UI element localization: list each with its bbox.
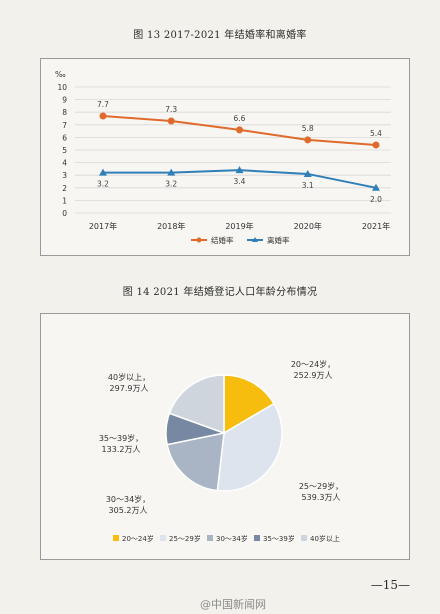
legend-swatch	[254, 535, 260, 541]
legend-swatch	[301, 535, 307, 541]
y-tick-label: 3	[62, 171, 67, 180]
figure13-title: 图 13 2017-2021 年结婚率和离婚率	[133, 30, 307, 41]
legend-label-2: 25～29岁	[169, 534, 201, 543]
data-label: 3.2	[165, 180, 177, 189]
data-label: 6.6	[234, 114, 246, 123]
slice-label: 252.9万人	[294, 371, 333, 380]
data-label: 3.4	[234, 177, 246, 186]
pie-slice-5	[168, 374, 225, 435]
data-point	[372, 141, 380, 149]
data-point	[235, 166, 244, 174]
data-label: 7.7	[97, 100, 109, 109]
figure14-title: 图 14 2021 年结婚登记人口年龄分布情况	[122, 287, 318, 298]
legend-swatch	[207, 535, 213, 541]
legend-swatch	[113, 535, 119, 541]
data-point	[372, 183, 380, 191]
legend-swatch	[160, 535, 166, 541]
data-point	[167, 117, 175, 125]
data-label: 5.8	[302, 124, 314, 133]
y-tick-label: 9	[62, 96, 67, 105]
data-point	[167, 168, 176, 176]
data-label: 3.1	[302, 181, 314, 190]
legend-label-1: 20～24岁	[122, 534, 154, 543]
pie-slice-3	[166, 432, 225, 492]
slice-label: 30～34岁，	[106, 494, 150, 504]
slice-label: 133.2万人	[102, 445, 141, 454]
line-chart: ‰ 0 1 2 3 4 5 6 7 8 9 10 2017年 2018年 2019年 2020年 2021年 7.…	[55, 70, 391, 245]
slice-label: 40岁以上，	[108, 372, 150, 382]
x-tick-label: 2018年	[157, 221, 185, 231]
legend-label-1: 结婚率	[211, 235, 234, 245]
watermark: @中国新闻网	[200, 598, 266, 611]
line-chart-panel: ‰ 0 1 2 3 4 5 6 7 8 9 10 2017年 2018年 2019年 2020年 2021年 7.…	[40, 58, 410, 256]
legend-marker	[252, 237, 258, 242]
legend-marker	[196, 237, 202, 243]
y-tick-label: 10	[57, 83, 67, 92]
data-point	[236, 126, 243, 134]
data-label: 3.2	[97, 180, 109, 189]
legend-label-3: 30～34岁	[216, 534, 248, 543]
page-number: —15—	[370, 578, 410, 592]
data-label: 2.0	[370, 195, 382, 204]
x-tick-label: 2021年	[362, 221, 390, 231]
data-point	[303, 169, 312, 177]
y-tick-label: 1	[62, 196, 67, 205]
x-tick-label: 2017年	[89, 221, 117, 231]
data-label: 7.3	[165, 105, 177, 114]
slice-label: 305.2万人	[109, 506, 148, 515]
x-tick-label: 2020年	[294, 221, 322, 231]
legend-label-5: 40岁以上	[310, 534, 340, 543]
x-tick-label: 2019年	[225, 221, 253, 231]
slice-label: 25～29岁，	[299, 481, 343, 491]
pie-slice-1	[223, 374, 276, 435]
slice-label: 539.3万人	[302, 493, 341, 502]
data-point	[99, 112, 107, 120]
legend-label-4: 35～39岁	[263, 534, 295, 543]
y-tick-label: 6	[62, 133, 67, 142]
y-tick-label: 8	[62, 108, 67, 117]
y-tick-label: 2	[62, 184, 67, 193]
pie-slice-2	[216, 402, 283, 492]
pie-chart-panel: 20～24岁， 252.9万人 25～29岁， 539.3万人 30～34岁， 305.2…	[40, 313, 410, 560]
pie-chart: 20～24岁， 252.9万人 25～29岁， 539.3万人 30～34岁， 305.2…	[99, 359, 343, 543]
slice-label: 297.9万人	[110, 384, 149, 393]
y-unit-label: ‰	[55, 70, 66, 79]
data-point	[99, 168, 107, 176]
data-label: 5.4	[370, 129, 382, 138]
y-tick-label: 5	[62, 146, 67, 155]
y-tick-label: 0	[62, 209, 67, 218]
legend-label-2: 离婚率	[267, 235, 290, 245]
slice-label: 35～39岁，	[99, 433, 143, 443]
y-tick-label: 7	[62, 121, 67, 130]
y-tick-label: 4	[62, 159, 67, 168]
data-point	[304, 136, 312, 144]
slice-label: 20～24岁，	[291, 359, 335, 369]
